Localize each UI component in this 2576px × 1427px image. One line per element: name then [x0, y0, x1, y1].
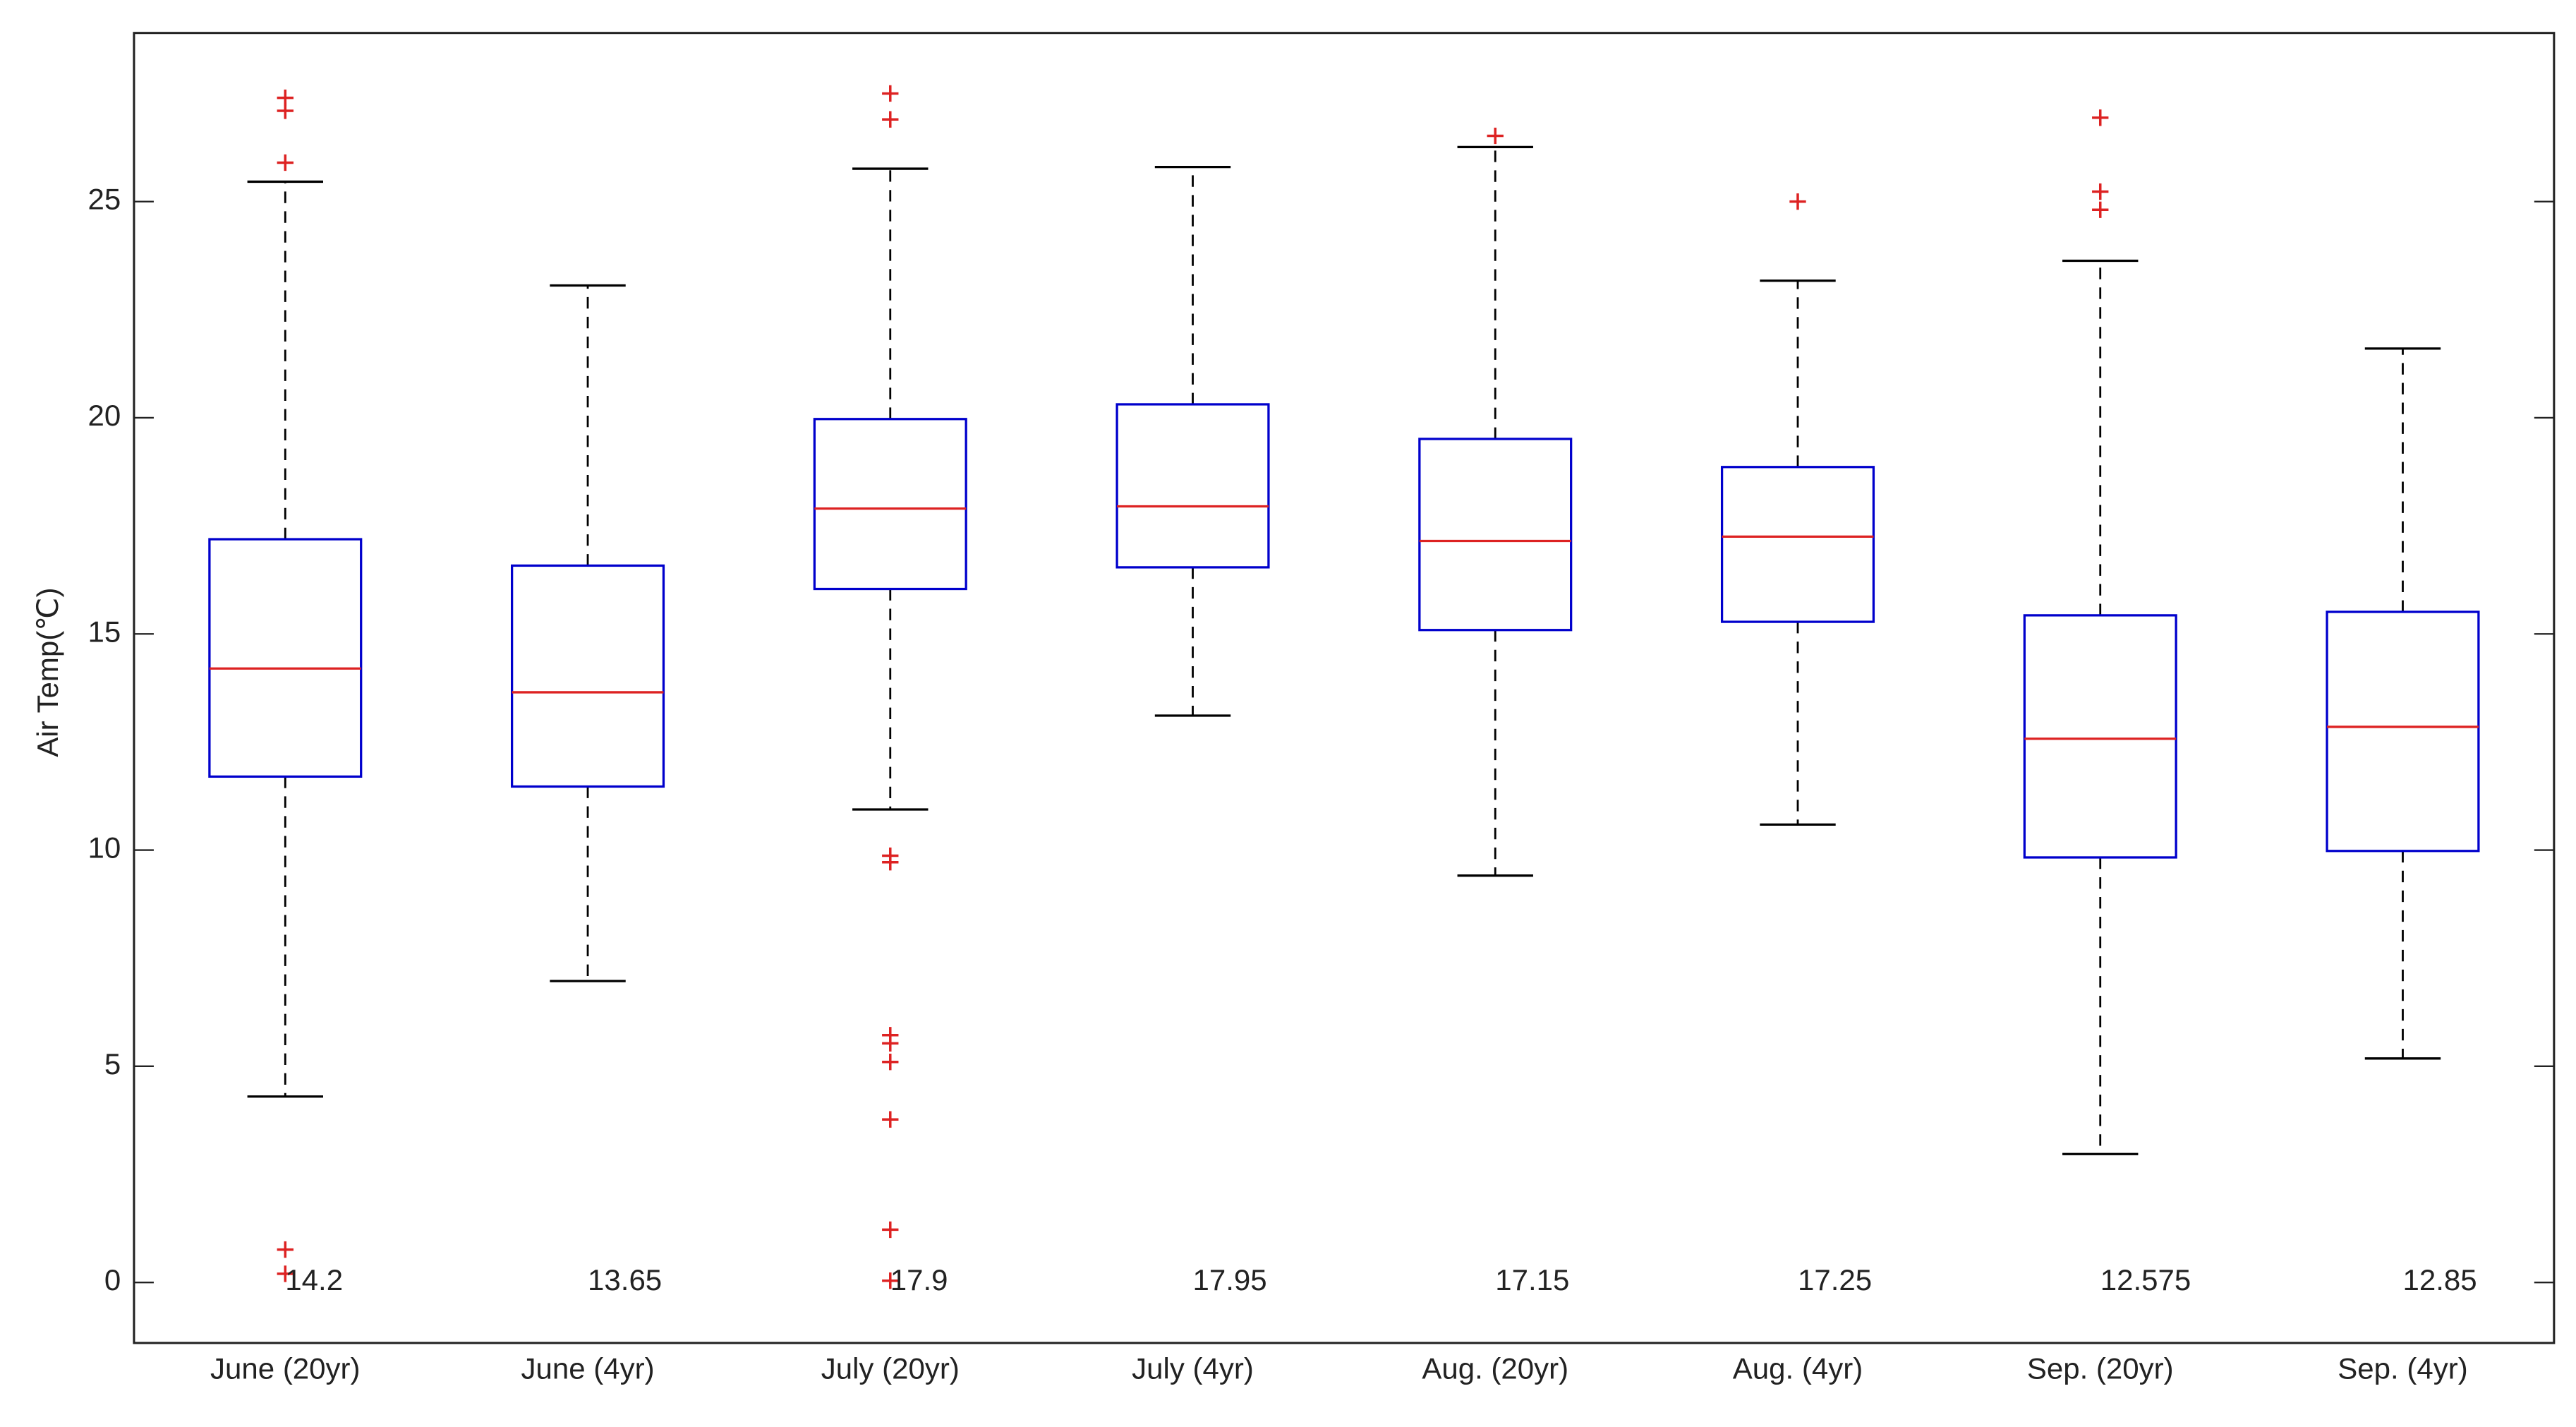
x-tick-label: July (4yr)	[1132, 1352, 1254, 1385]
x-tick-label: June (4yr)	[521, 1352, 654, 1385]
box	[2023, 614, 2177, 859]
x-tick-label: Aug. (4yr)	[1733, 1352, 1863, 1385]
y-tick-label: 5	[104, 1047, 121, 1080]
median-label: 17.15	[1495, 1263, 1569, 1296]
outlier	[882, 1111, 899, 1128]
median-label: 12.85	[2402, 1263, 2477, 1296]
outlier	[277, 1241, 294, 1258]
x-tick-label: Sep. (20yr)	[2027, 1352, 2174, 1385]
median-label: 17.9	[890, 1263, 948, 1296]
outlier	[882, 1272, 899, 1289]
box	[1720, 466, 1875, 623]
box	[510, 564, 665, 788]
x-tick-label: Aug. (20yr)	[1422, 1352, 1568, 1385]
outlier	[882, 1054, 899, 1071]
outlier	[882, 111, 899, 128]
plot-frame	[133, 32, 2556, 1344]
y-tick-label: 0	[104, 1263, 121, 1296]
outlier	[277, 1265, 294, 1282]
x-tick-label: June (20yr)	[210, 1352, 361, 1385]
outlier	[882, 1035, 899, 1052]
box	[1418, 438, 1573, 632]
median-label: 14.2	[285, 1263, 343, 1296]
outlier	[2092, 183, 2109, 200]
outlier	[882, 854, 899, 871]
median-label: 17.95	[1193, 1263, 1267, 1296]
y-tick-label: 15	[88, 615, 121, 648]
x-tick-label: Sep. (4yr)	[2338, 1352, 2467, 1385]
outlier	[2092, 201, 2109, 218]
median-label: 17.25	[1798, 1263, 1872, 1296]
outlier	[882, 85, 899, 102]
y-axis-label: Air Temp(℃)	[31, 588, 64, 757]
outlier	[2092, 109, 2109, 126]
outlier	[277, 154, 294, 171]
y-tick-label: 25	[88, 183, 121, 216]
box	[2326, 610, 2480, 853]
outlier	[1487, 127, 1504, 145]
box	[813, 418, 967, 591]
x-tick-label: July (20yr)	[821, 1352, 960, 1385]
median-label: 13.65	[588, 1263, 662, 1296]
outlier	[1789, 193, 1806, 210]
box	[1115, 403, 1270, 569]
median-label: 12.575	[2100, 1263, 2191, 1296]
y-tick-label: 10	[88, 831, 121, 865]
outlier	[277, 102, 294, 119]
y-tick-label: 20	[88, 399, 121, 432]
outlier	[882, 1221, 899, 1239]
box	[208, 538, 363, 778]
